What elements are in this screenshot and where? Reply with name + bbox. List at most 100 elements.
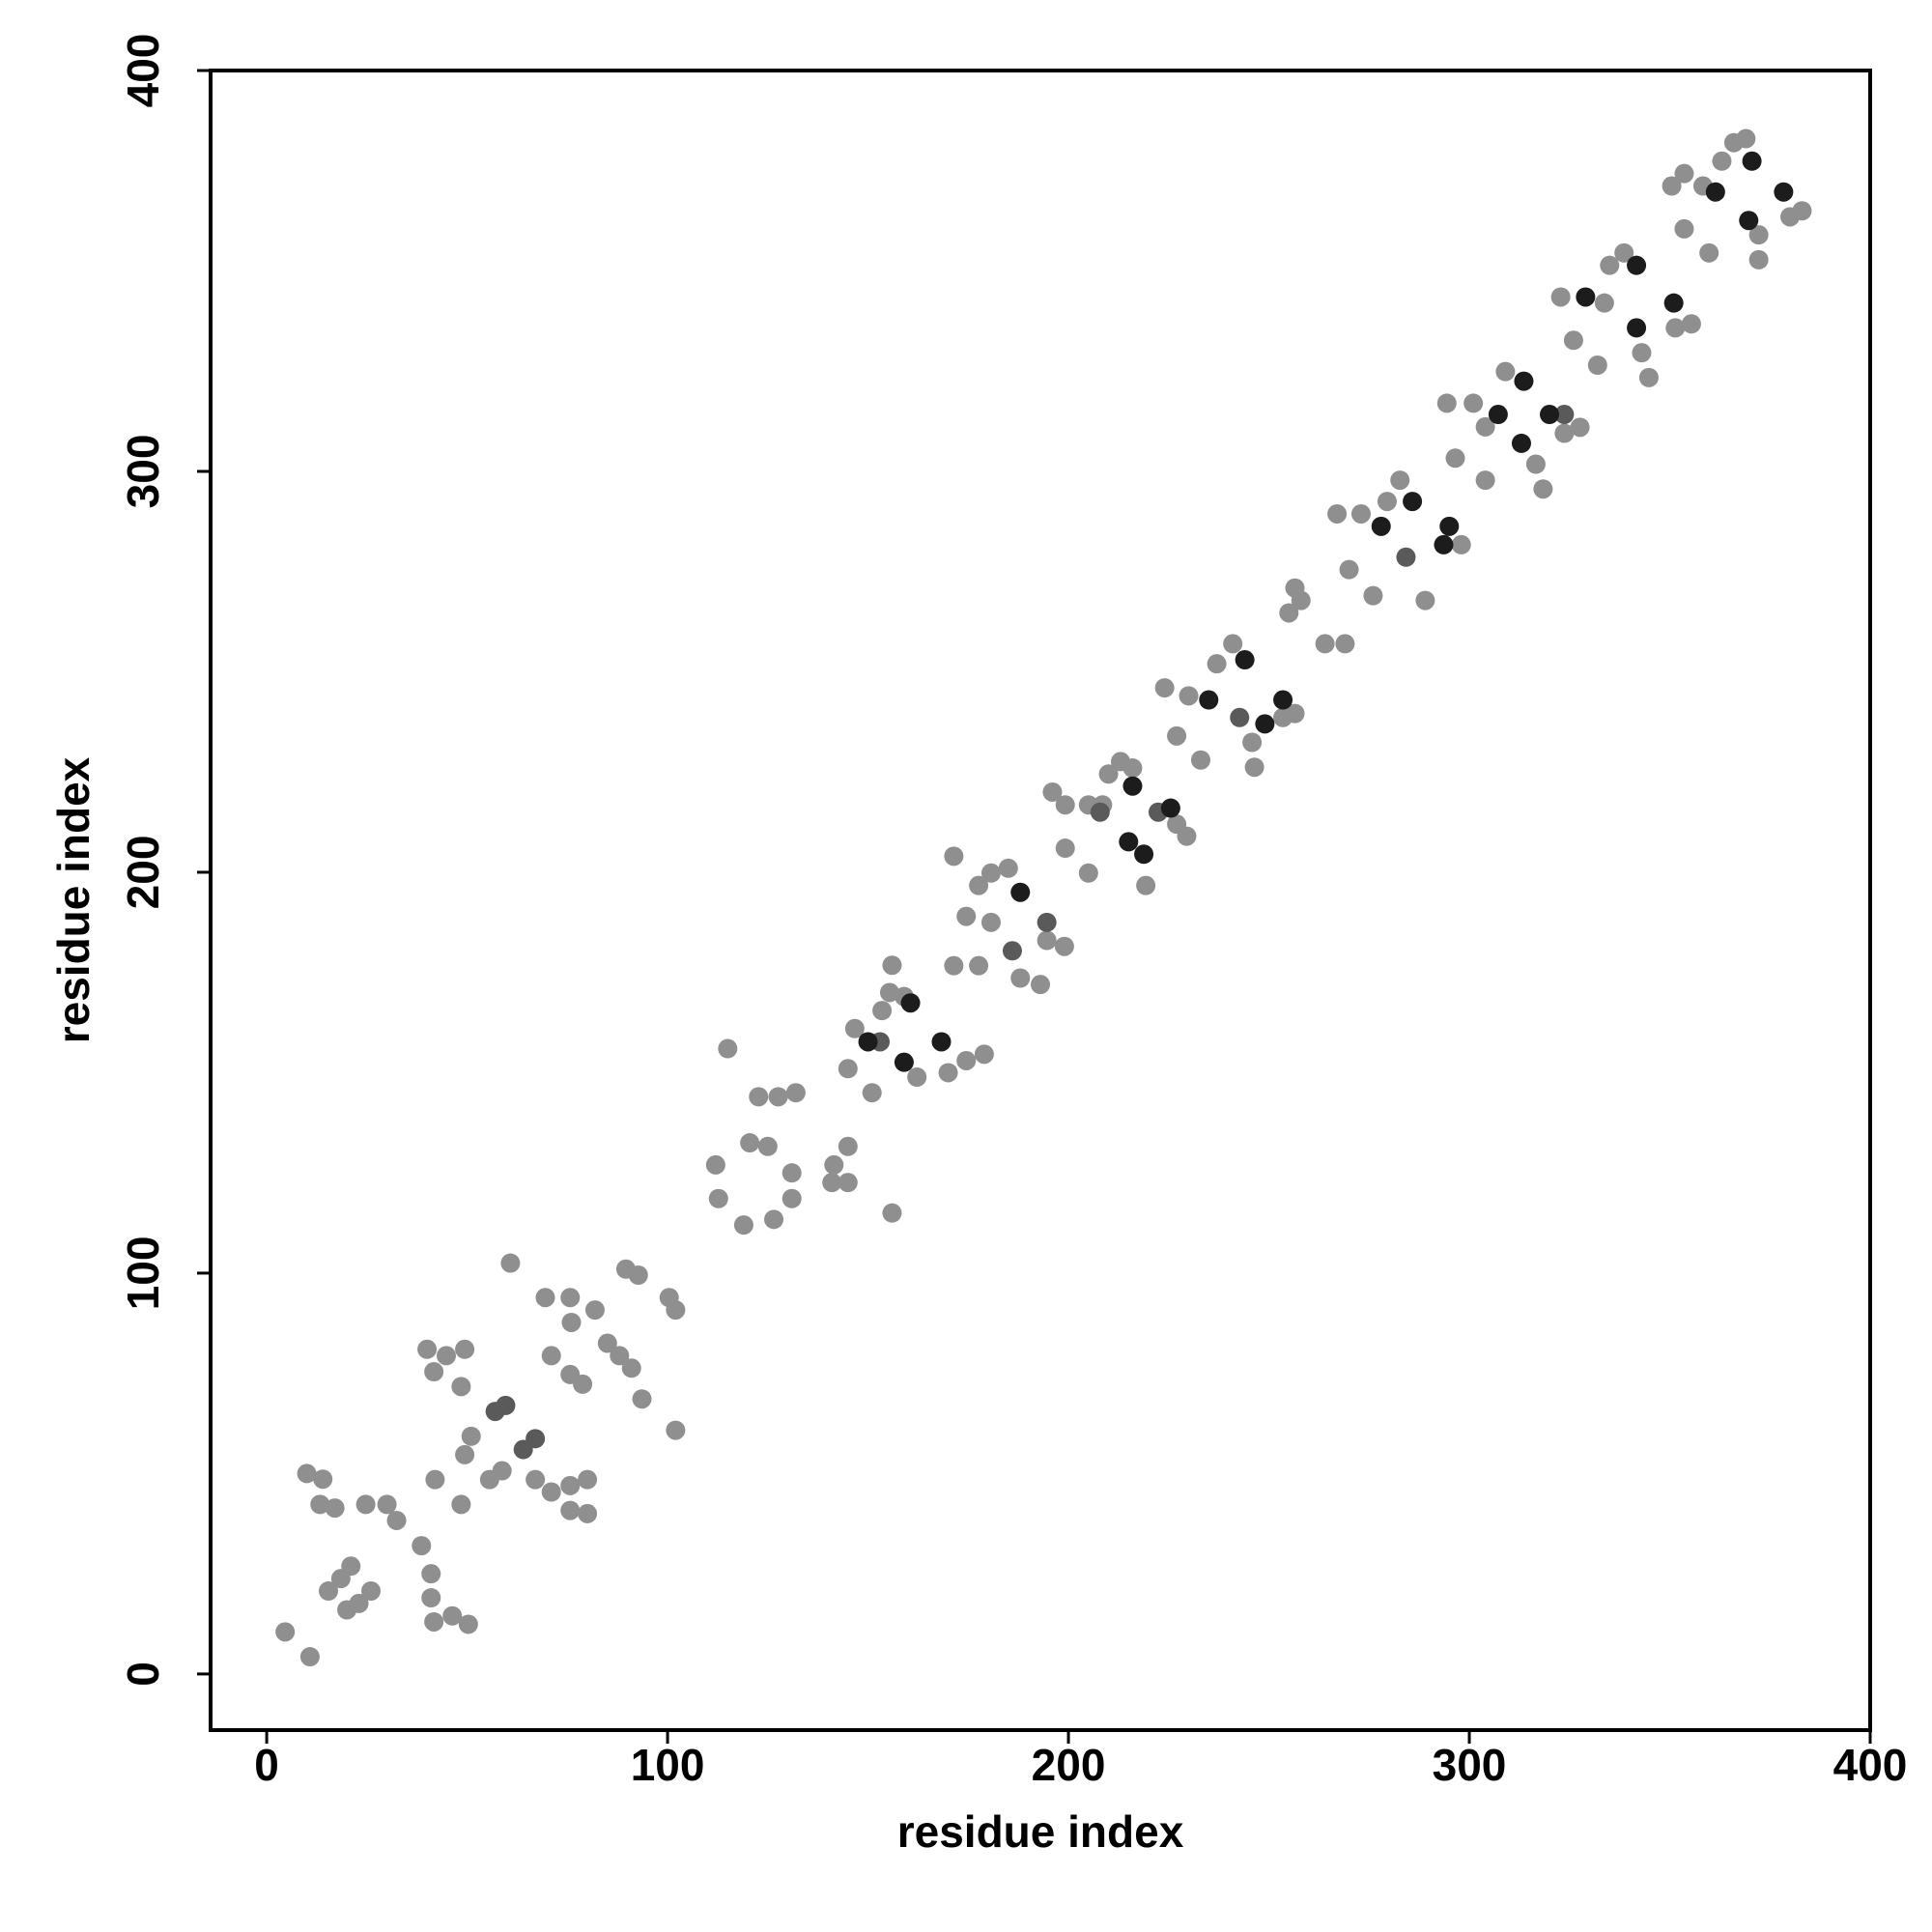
y-axis-label: residue index <box>48 756 99 1043</box>
point <box>500 1253 521 1273</box>
point <box>1614 242 1634 263</box>
point <box>757 1136 778 1156</box>
point <box>584 1300 605 1321</box>
point <box>597 1333 617 1353</box>
point <box>998 858 1018 878</box>
point <box>1681 314 1701 334</box>
point <box>578 1469 598 1490</box>
point <box>1390 470 1410 491</box>
point <box>1042 781 1063 802</box>
point <box>931 1032 952 1052</box>
point <box>944 955 964 976</box>
x-tick-label: 300 <box>1433 1740 1507 1790</box>
point <box>1415 590 1435 611</box>
point <box>451 1377 471 1397</box>
point <box>1475 416 1495 437</box>
point <box>1739 211 1759 231</box>
point <box>1525 454 1546 474</box>
point <box>496 1395 516 1415</box>
point <box>1167 725 1187 746</box>
point <box>526 1469 546 1490</box>
point <box>1627 255 1647 275</box>
point <box>610 1346 630 1366</box>
point <box>421 1564 441 1584</box>
point <box>956 1050 977 1070</box>
point <box>1255 714 1275 734</box>
point <box>1078 863 1098 883</box>
point <box>1662 176 1682 196</box>
point <box>437 1346 457 1366</box>
point <box>733 1215 753 1236</box>
point <box>1712 151 1732 171</box>
point <box>764 1209 784 1230</box>
point <box>325 1498 345 1519</box>
point <box>455 1444 475 1464</box>
point <box>1699 242 1719 263</box>
point <box>541 1346 561 1366</box>
point <box>632 1389 652 1409</box>
point <box>535 1288 555 1308</box>
point <box>360 1581 381 1602</box>
point <box>1511 433 1531 453</box>
point <box>1663 293 1684 313</box>
point <box>824 1154 844 1175</box>
point <box>1436 393 1457 413</box>
point <box>1371 516 1391 536</box>
point <box>944 846 964 867</box>
point <box>894 1052 914 1072</box>
y-tick-label: 400 <box>118 34 168 108</box>
point <box>1445 448 1465 469</box>
point <box>1177 826 1197 846</box>
point <box>1179 686 1199 706</box>
point <box>969 955 989 976</box>
point <box>785 1083 806 1103</box>
point <box>560 1288 581 1308</box>
point <box>1098 764 1119 784</box>
point <box>1550 287 1571 307</box>
point <box>1010 882 1031 902</box>
point <box>1377 492 1397 512</box>
point <box>781 1163 802 1183</box>
y-tick-label: 300 <box>118 435 168 509</box>
point <box>1495 361 1516 382</box>
point <box>1736 128 1756 149</box>
point <box>560 1500 581 1520</box>
point <box>740 1133 760 1153</box>
point <box>1540 405 1560 425</box>
point <box>858 1032 878 1052</box>
point <box>492 1461 512 1481</box>
point <box>1627 318 1647 338</box>
point <box>1054 936 1074 956</box>
point <box>1230 707 1250 727</box>
point <box>1774 182 1794 202</box>
point <box>1674 163 1694 184</box>
point <box>1190 750 1210 770</box>
x-axis-label: residue index <box>897 1806 1184 1857</box>
point <box>1199 690 1219 710</box>
point <box>1451 534 1471 554</box>
point <box>1554 423 1575 443</box>
point <box>882 955 902 976</box>
point <box>319 1581 339 1602</box>
y-tick-label: 200 <box>118 836 168 910</box>
point <box>458 1614 478 1634</box>
point <box>1576 287 1596 307</box>
point <box>907 1067 927 1088</box>
point <box>386 1510 407 1530</box>
point <box>1533 479 1553 499</box>
point <box>424 1362 444 1382</box>
point <box>1235 650 1255 670</box>
point <box>872 1001 893 1021</box>
point <box>1154 678 1175 698</box>
x-tick-label: 0 <box>254 1740 279 1790</box>
point <box>1090 802 1110 822</box>
point <box>341 1556 361 1577</box>
point <box>1031 975 1050 995</box>
point <box>1463 393 1484 413</box>
point <box>526 1429 546 1449</box>
point <box>1037 930 1057 951</box>
point <box>768 1087 788 1107</box>
point <box>1134 844 1154 865</box>
point <box>1674 218 1694 239</box>
